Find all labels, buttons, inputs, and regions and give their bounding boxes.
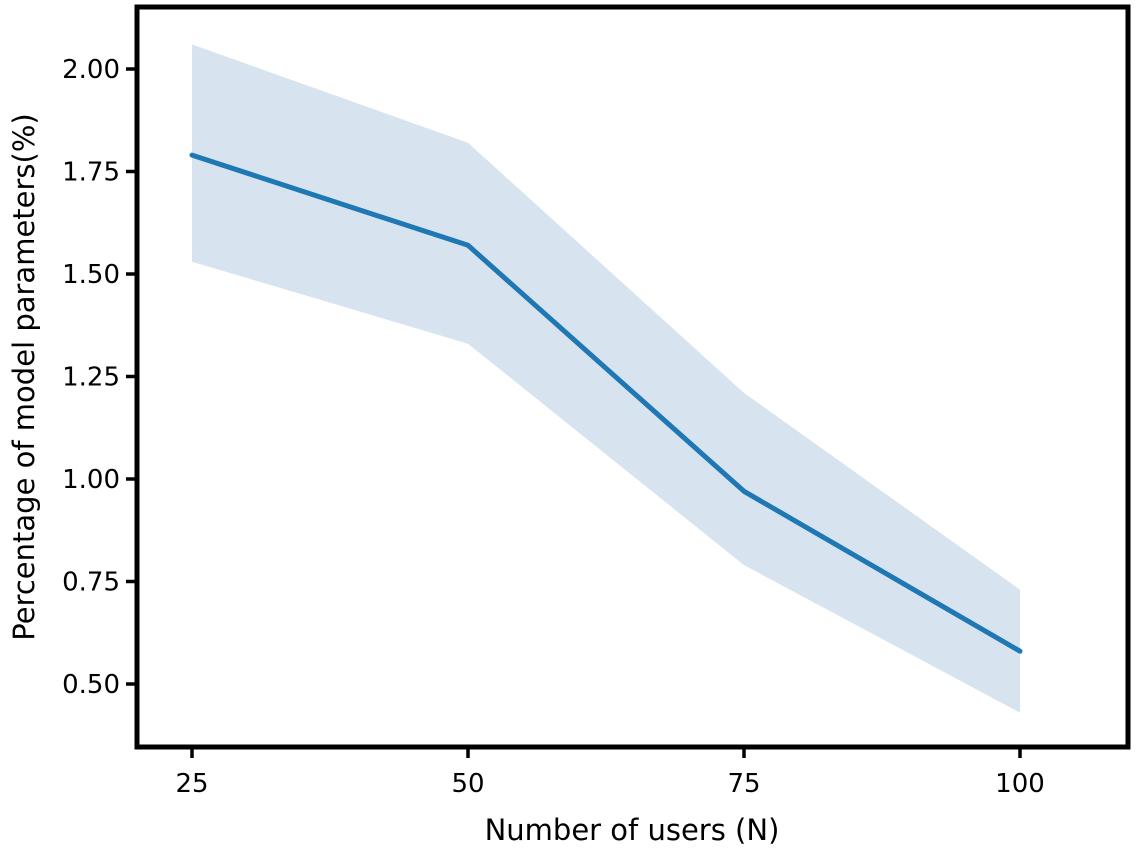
y-axis-ticks: 2.00 1.75 1.50 1.25 1.00 0.75 0.50 [62, 55, 137, 700]
confidence-band-area [192, 44, 1020, 713]
x-axis-ticks: 25 50 75 100 [175, 747, 1045, 799]
y-tick-label: 2.00 [62, 55, 120, 85]
y-tick-label: 1.00 [62, 465, 120, 495]
y-tick-label: 1.50 [62, 260, 120, 290]
y-axis-label: Percentage of model parameters(%) [7, 113, 41, 640]
x-tick-label: 75 [727, 769, 760, 799]
x-tick-label: 25 [175, 769, 208, 799]
mean-line-path [189, 152, 1023, 654]
y-tick-label: 0.50 [62, 670, 120, 700]
x-tick-label: 50 [451, 769, 484, 799]
mean-line [189, 152, 1023, 654]
x-axis-label: Number of users (N) [485, 813, 780, 847]
y-tick-label: 1.25 [62, 363, 120, 393]
confidence-band [192, 44, 1020, 713]
y-tick-label: 0.75 [62, 568, 120, 598]
y-tick-label: 1.75 [62, 158, 120, 188]
x-tick-label: 100 [995, 769, 1045, 799]
